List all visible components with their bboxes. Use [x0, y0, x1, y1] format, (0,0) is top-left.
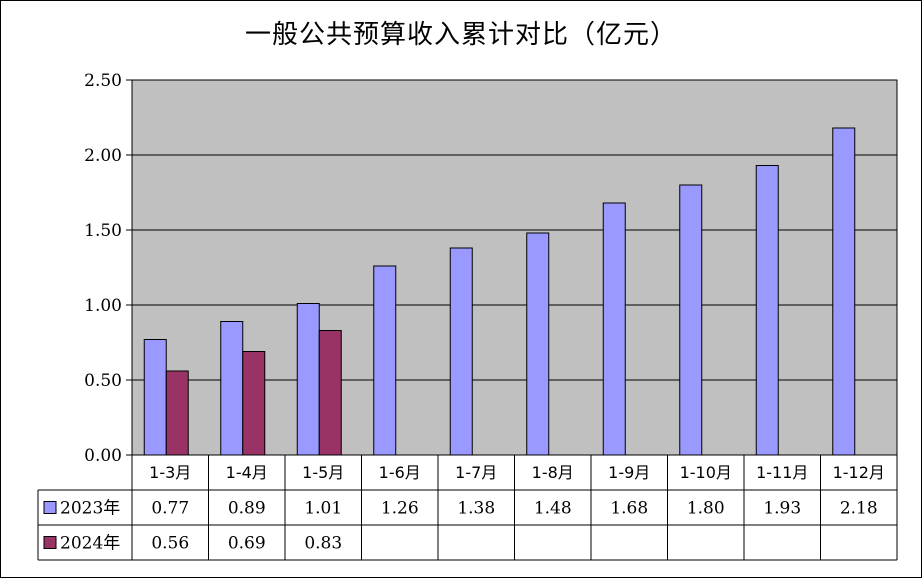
legend-swatch-2024年 [43, 536, 57, 549]
bar-2024年-1-3月 [165, 370, 189, 456]
data-label: 0.56 [151, 534, 189, 554]
y-tick-label: 2.50 [84, 71, 122, 91]
chart-title: 一般公共预算收入累计对比（亿元） [244, 20, 677, 50]
y-tick-label: 2.00 [84, 146, 122, 166]
bar-2023年-1-6月 [373, 265, 397, 456]
category-label: 1-8月 [532, 463, 574, 482]
data-label: 1.48 [534, 499, 572, 519]
data-label: 1.80 [687, 499, 725, 519]
category-label: 1-3月 [149, 463, 191, 482]
bar-2023年-1-7月 [449, 247, 473, 456]
bar-2023年-1-3月 [143, 339, 167, 456]
bar-2023年-1-5月 [296, 303, 320, 456]
category-label: 1-7月 [455, 463, 497, 482]
data-label: 1.68 [610, 499, 648, 519]
category-label: 1-10月 [680, 463, 732, 482]
legend-swatch-2023年 [43, 501, 57, 514]
bar-2023年-1-11月 [755, 165, 779, 456]
y-tick-label: 1.00 [84, 296, 122, 316]
data-label: 1.38 [457, 499, 495, 519]
data-label: 1.93 [763, 499, 801, 519]
bar-2023年-1-8月 [526, 232, 550, 456]
data-label: 1.01 [304, 499, 342, 519]
bar-2023年-1-4月 [220, 321, 244, 456]
data-label: 1.26 [381, 499, 419, 519]
data-label: 0.77 [151, 499, 189, 519]
y-tick-label: 0.50 [84, 371, 122, 391]
data-label: 2.18 [840, 499, 878, 519]
category-label: 1-5月 [302, 463, 344, 482]
bar-2023年-1-12月 [832, 127, 856, 456]
category-label: 1-6月 [379, 463, 421, 482]
data-label: 0.69 [228, 534, 266, 554]
category-label: 1-9月 [608, 463, 650, 482]
data-label: 0.89 [228, 499, 266, 519]
category-label: 1-12月 [833, 463, 885, 482]
data-label: 0.83 [304, 534, 342, 554]
y-tick-label: 0.00 [84, 446, 122, 466]
legend-label: 2023年 [60, 499, 120, 519]
bar-2023年-1-10月 [679, 184, 703, 456]
category-label: 1-11月 [756, 463, 808, 482]
bar-2024年-1-5月 [318, 330, 342, 456]
bar-2023年-1-9月 [602, 202, 626, 456]
bar-2024年-1-4月 [242, 351, 266, 456]
y-tick-label: 1.50 [84, 221, 122, 241]
legend-label: 2024年 [60, 534, 120, 554]
category-label: 1-4月 [226, 463, 268, 482]
